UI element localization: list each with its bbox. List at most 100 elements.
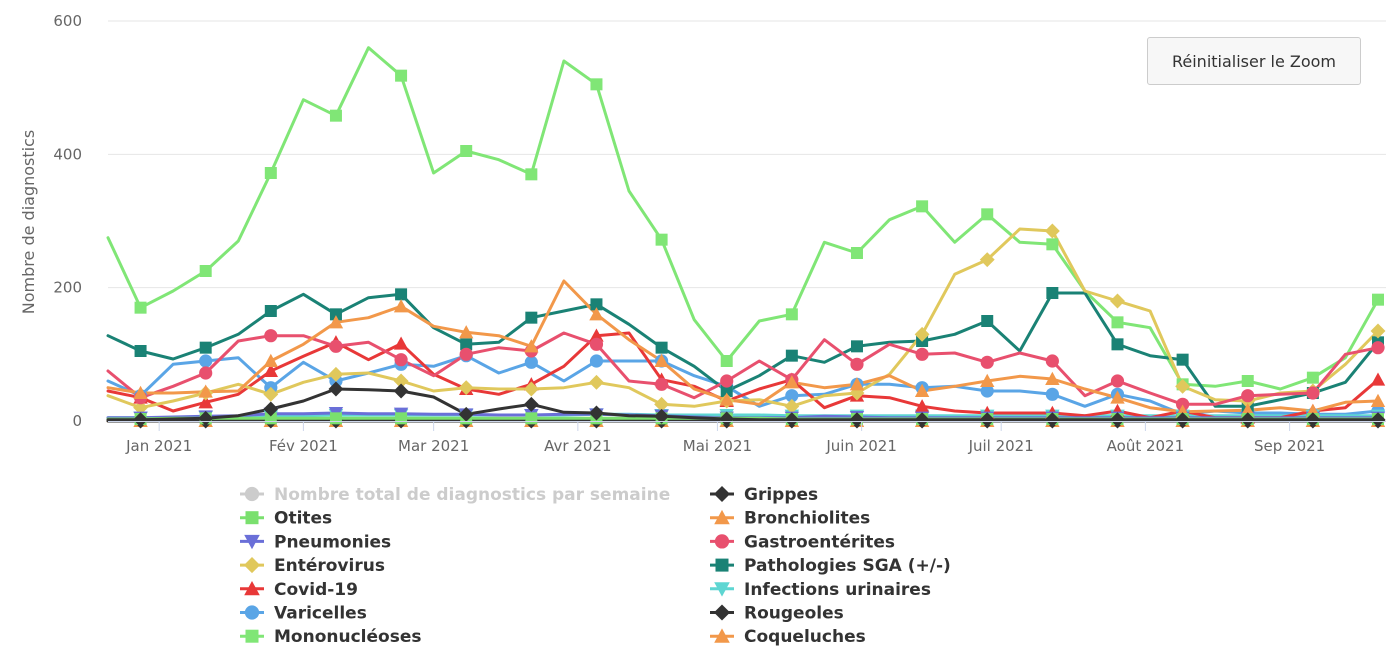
legend-marker	[713, 485, 731, 503]
series-marker	[1110, 390, 1125, 404]
series-marker	[263, 386, 279, 402]
series-marker	[458, 380, 474, 396]
y-tick-label: 400	[53, 145, 82, 163]
legend-item[interactable]: Entérovirus	[240, 556, 385, 576]
series-marker	[1305, 412, 1321, 428]
series-marker	[719, 411, 735, 427]
series-marker	[850, 340, 863, 353]
series-markers	[133, 69, 1386, 429]
series-marker	[264, 167, 277, 179]
legend-item[interactable]: Grippes	[710, 485, 818, 505]
axes: 0 200 400 600 Jan 2021 Fév 2021 Mar 2021 Avr 20…	[53, 12, 1386, 455]
legend-item[interactable]: Rougeoles	[710, 604, 844, 624]
series-line-6	[106, 227, 1380, 410]
series-marker	[979, 412, 995, 428]
legend-item[interactable]: Nombre total de diagnostics par semaine	[240, 485, 670, 505]
series-marker	[720, 355, 733, 367]
series-marker	[328, 315, 344, 329]
series-marker	[525, 311, 538, 324]
legend-item[interactable]: Pneumonies	[240, 532, 391, 552]
series-marker	[916, 200, 929, 213]
legend-item[interactable]: Infections urinaires	[710, 580, 931, 600]
legend-item[interactable]: Pathologies SGA (+/-)	[710, 556, 951, 576]
legend: Nombre total de diagnostics par semaine G…	[240, 485, 951, 647]
legend-marker	[714, 509, 730, 525]
series-marker	[1045, 354, 1059, 368]
series-marker	[850, 357, 864, 371]
series-marker	[524, 355, 538, 369]
legend-marker	[244, 581, 260, 596]
series-marker	[1111, 316, 1124, 329]
series-marker	[981, 315, 994, 327]
legend-item[interactable]: Coqueluches	[710, 627, 866, 647]
series-marker	[523, 381, 539, 397]
series-line-3	[106, 279, 1380, 414]
x-tick-label: Août 2021	[1107, 437, 1185, 455]
series-marker	[329, 412, 342, 425]
series-marker	[590, 78, 603, 91]
y-tick-label: 200	[53, 279, 82, 297]
y-tick-label: 600	[53, 12, 82, 30]
legend-item[interactable]: Covid-19	[240, 580, 358, 600]
series-marker	[980, 355, 994, 369]
series-marker	[589, 354, 604, 368]
legend-label: Pathologies SGA (+/-)	[744, 556, 951, 576]
series-marker	[914, 399, 930, 413]
legend-label: Nombre total de diagnostics par semaine	[274, 485, 670, 505]
series-marker	[199, 366, 213, 380]
series-marker	[1372, 293, 1384, 306]
series-marker	[395, 69, 408, 82]
series-marker	[720, 374, 734, 388]
legend-label: Mononucléoses	[274, 627, 421, 647]
series-line-8	[106, 331, 1380, 420]
legend-marker	[713, 604, 731, 621]
series-marker	[199, 341, 212, 354]
series-marker	[524, 339, 539, 353]
series-marker	[133, 400, 149, 416]
series-marker	[393, 383, 409, 399]
series-marker	[589, 374, 604, 390]
legend-item[interactable]: Mononucléoses	[240, 627, 421, 647]
series-marker	[785, 308, 798, 321]
series-marker	[263, 363, 279, 377]
legend-label: Varicelles	[274, 604, 367, 624]
reset-zoom-button[interactable]: Réinitialiser le Zoom	[1147, 37, 1361, 85]
legend-item[interactable]: Gastroentérites	[710, 532, 895, 552]
series-marker	[849, 377, 865, 391]
legend-label: Rougeoles	[744, 604, 844, 624]
series-marker	[1371, 341, 1385, 355]
series-marker	[784, 375, 800, 389]
series-marker	[264, 305, 277, 317]
series-marker	[654, 408, 670, 424]
series-marker	[1370, 323, 1386, 339]
series-marker	[1240, 412, 1256, 428]
x-tick-label: Mar 2021	[398, 437, 469, 455]
legend-item[interactable]: Varicelles	[240, 604, 367, 624]
series-marker	[198, 384, 213, 398]
legend-marker	[244, 605, 260, 620]
legend-label: Grippes	[744, 485, 818, 505]
series-marker	[1175, 378, 1191, 394]
series-marker	[329, 339, 343, 353]
series-marker	[199, 265, 212, 277]
series-marker	[1110, 412, 1125, 428]
series-marker	[850, 247, 863, 259]
series-marker	[655, 233, 668, 246]
series-marker	[849, 412, 865, 428]
legend-marker	[714, 534, 730, 549]
x-tick-label: Mai 2021	[683, 437, 752, 455]
series-marker	[1110, 374, 1125, 388]
series-marker	[589, 337, 604, 351]
legend-item[interactable]: Otites	[240, 509, 332, 529]
series-marker	[720, 385, 733, 397]
series-marker	[654, 396, 670, 412]
series-marker	[460, 145, 473, 157]
legend-marker	[245, 511, 259, 525]
series-marker	[393, 299, 409, 313]
legend-item[interactable]: Bronchiolites	[710, 509, 870, 529]
series-marker	[1241, 375, 1254, 387]
series-marker	[525, 412, 538, 425]
series-lines	[106, 46, 1380, 423]
series-marker	[1370, 393, 1386, 407]
